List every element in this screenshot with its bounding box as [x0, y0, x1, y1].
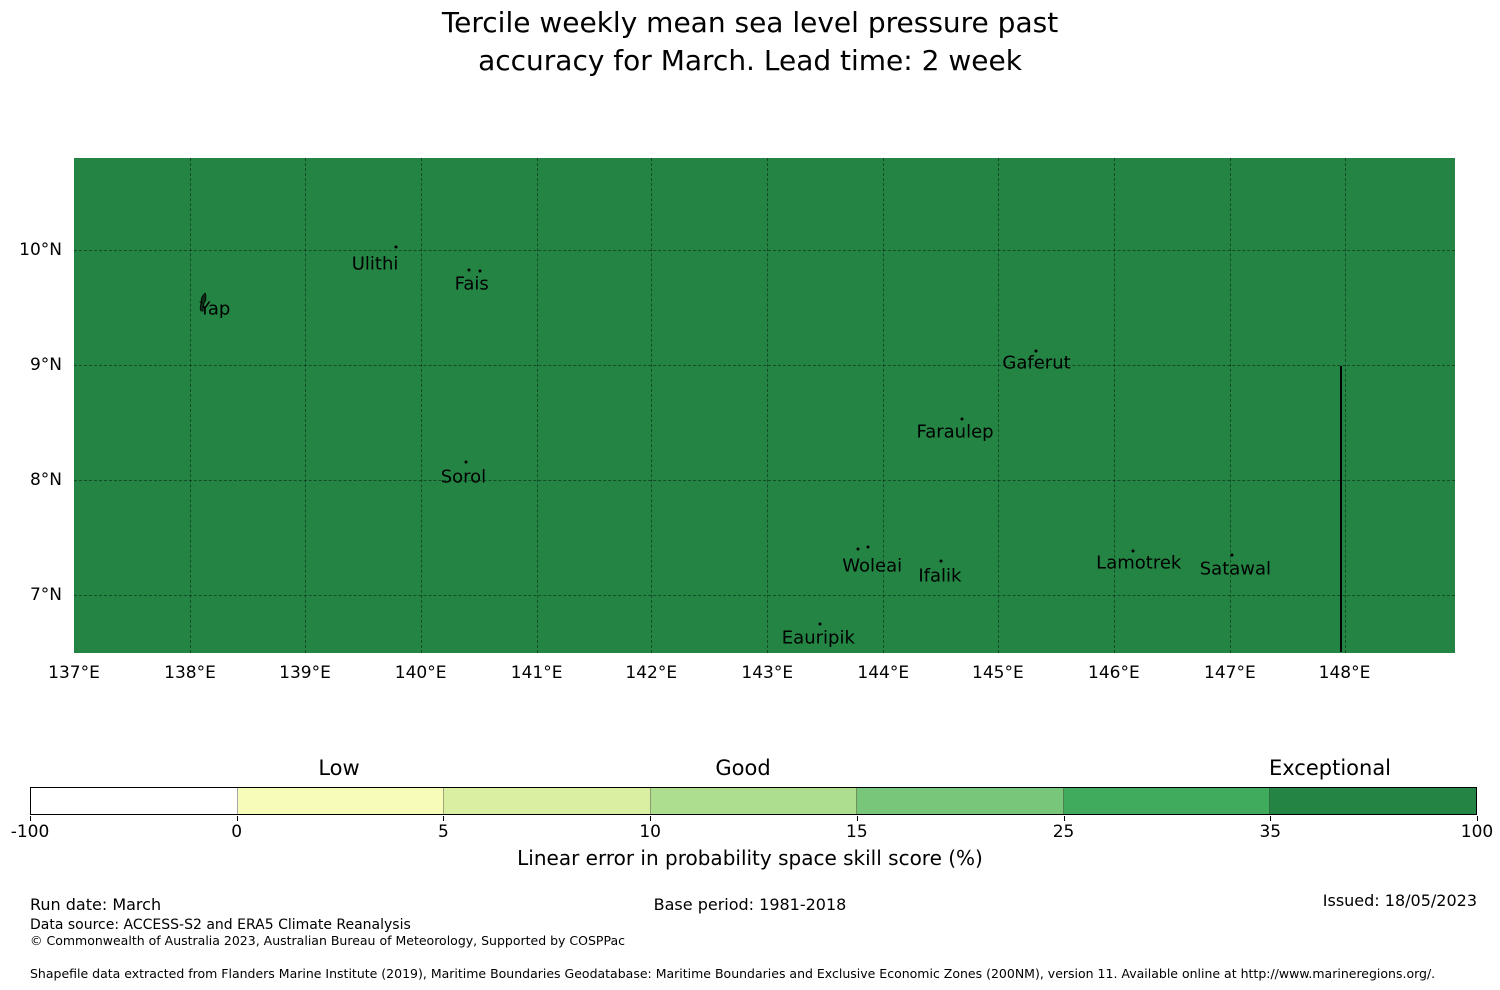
- x-tick-label: 140°E: [394, 663, 447, 683]
- island-dot-ifalik: [939, 559, 943, 563]
- island-label-lamotrek: Lamotrek: [1096, 552, 1182, 574]
- x-tick-label: 141°E: [510, 663, 563, 683]
- eez-boundary-line: [1340, 365, 1343, 652]
- island-label-gaferut: Gaferut: [1002, 352, 1071, 374]
- latitude-gridline: [74, 480, 1455, 482]
- data-source-text: Data source: ACCESS-S2 and ERA5 Climate …: [30, 917, 411, 933]
- colorbar-tick-mark: [856, 816, 858, 821]
- chart-title: Tercile weekly mean sea level pressure p…: [0, 4, 1500, 80]
- island-dot-fais: [467, 268, 471, 272]
- island-label-faraulep: Faraulep: [916, 421, 994, 443]
- y-tick-label: 8°N: [29, 470, 62, 491]
- x-tick-label: 142°E: [625, 663, 678, 683]
- colorbar-segment-3: [650, 788, 858, 814]
- island-label-sorol: Sorol: [440, 466, 487, 488]
- shapefile-attribution-text: Shapefile data extracted from Flanders M…: [30, 966, 1436, 981]
- map-panel: Yap Ulithi Fais Sorol Gaferut Faraulep Woleai…: [74, 158, 1455, 653]
- colorbar-tick-label: 10: [639, 822, 661, 842]
- x-tick-label: 147°E: [1204, 663, 1256, 683]
- base-period-text: Base period: 1981-2018: [653, 895, 847, 914]
- x-tick-label: 148°E: [1318, 663, 1371, 683]
- longitude-gridline: [767, 158, 769, 653]
- colorbar-tick-mark: [1477, 816, 1478, 821]
- chart-title-line2: accuracy for March. Lead time: 2 week: [478, 44, 1022, 77]
- longitude-gridline: [536, 158, 538, 653]
- x-tick-label: 144°E: [857, 663, 910, 683]
- colorbar-category-low: Low: [318, 756, 360, 780]
- island-dot-eauripik: [818, 622, 822, 626]
- island-label-ifalik: Ifalik: [918, 565, 962, 587]
- x-axis-labels: 137°E 138°E 139°E 140°E 141°E 142°E 143°E 144°E…: [48, 663, 1455, 689]
- colorbar-tick-mark: [1063, 816, 1065, 821]
- x-tick-label: 139°E: [279, 663, 331, 683]
- colorbar-tick-label: 0: [231, 822, 243, 842]
- colorbar-category-exceptional: Exceptional: [1268, 756, 1392, 780]
- chart-title-line1: Tercile weekly mean sea level pressure p…: [441, 6, 1059, 39]
- colorbar-ticks: -100 0 5 10 15 25 35 100: [11, 816, 1493, 848]
- island-dot-satawal: [1230, 553, 1234, 557]
- y-tick-label: 10°N: [19, 240, 62, 261]
- x-tick-label: 146°E: [1088, 663, 1140, 683]
- island-dot-fais: [478, 269, 482, 273]
- colorbar-tick-label: 100: [1460, 822, 1494, 842]
- longitude-gridline: [1344, 158, 1346, 653]
- island-label-eauripik: Eauripik: [781, 627, 855, 649]
- colorbar-categories: Low Good Exceptional: [30, 756, 1477, 784]
- colorbar-tick-label: 25: [1052, 822, 1075, 842]
- x-tick-label: 145°E: [972, 663, 1024, 683]
- x-tick-label: 138°E: [164, 663, 216, 683]
- island-label-satawal: Satawal: [1199, 558, 1272, 580]
- longitude-gridline: [305, 158, 307, 653]
- colorbar-tick-mark: [1270, 816, 1272, 821]
- island-label-fais: Fais: [454, 273, 489, 295]
- longitude-gridline: [651, 158, 653, 653]
- yap-island-shape: [199, 292, 207, 312]
- colorbar-axis-label: Linear error in probability space skill …: [517, 846, 983, 870]
- island-label-woleai: Woleai: [842, 555, 903, 577]
- colorbar-category-good: Good: [715, 756, 771, 780]
- y-tick-label: 9°N: [29, 354, 62, 375]
- longitude-gridline: [1229, 158, 1231, 653]
- colorbar-segment-0: [31, 788, 238, 814]
- longitude-gridline: [883, 158, 885, 653]
- colorbar-tick-label: 35: [1259, 822, 1282, 842]
- island-label-ulithi: Ulithi: [351, 253, 399, 275]
- longitude-gridline: [1113, 158, 1115, 653]
- island-dot-lamotrek: [1131, 549, 1135, 553]
- colorbar-segment-6: [1270, 788, 1477, 814]
- longitude-gridline: [420, 158, 422, 653]
- island-dot-woleai: [866, 545, 870, 549]
- latitude-gridline: [74, 595, 1455, 597]
- copyright-text: © Commonwealth of Australia 2023, Austra…: [30, 933, 625, 948]
- colorbar-tick-mark: [30, 816, 31, 821]
- island-dot-sorol: [464, 460, 468, 464]
- island-dot-faraulep: [960, 417, 964, 421]
- colorbar-tick-label: 5: [438, 822, 449, 842]
- x-tick-label: 143°E: [741, 663, 794, 683]
- colorbar-segment-1: [237, 788, 445, 814]
- latitude-gridline: [74, 364, 1455, 366]
- issued-date-text: Issued: 18/05/2023: [1322, 891, 1477, 910]
- colorbar-tick-label: -100: [10, 822, 50, 842]
- colorbar-segment-5: [1063, 788, 1271, 814]
- island-dot-ulithi: [394, 245, 398, 249]
- island-dot-woleai: [856, 547, 860, 551]
- colorbar-segment-2: [444, 788, 651, 814]
- y-tick-label: 7°N: [29, 585, 62, 606]
- latitude-gridline: [74, 250, 1455, 252]
- island-label-yap: Yap: [199, 298, 231, 320]
- x-tick-label: 137°E: [48, 663, 100, 683]
- y-axis-labels: 10°N 9°N 8°N 7°N: [0, 158, 62, 653]
- colorbar-tick-mark: [236, 816, 238, 821]
- island-dot-gaferut: [1034, 349, 1038, 353]
- colorbar-tick-mark: [650, 816, 652, 821]
- longitude-gridline: [997, 158, 999, 653]
- colorbar-tick-mark: [443, 816, 445, 821]
- longitude-gridline: [190, 158, 191, 653]
- colorbar-segment-4: [857, 788, 1064, 814]
- colorbar-tick-label: 15: [846, 822, 868, 842]
- run-date-text: Run date: March: [30, 895, 162, 914]
- colorbar: [30, 787, 1477, 815]
